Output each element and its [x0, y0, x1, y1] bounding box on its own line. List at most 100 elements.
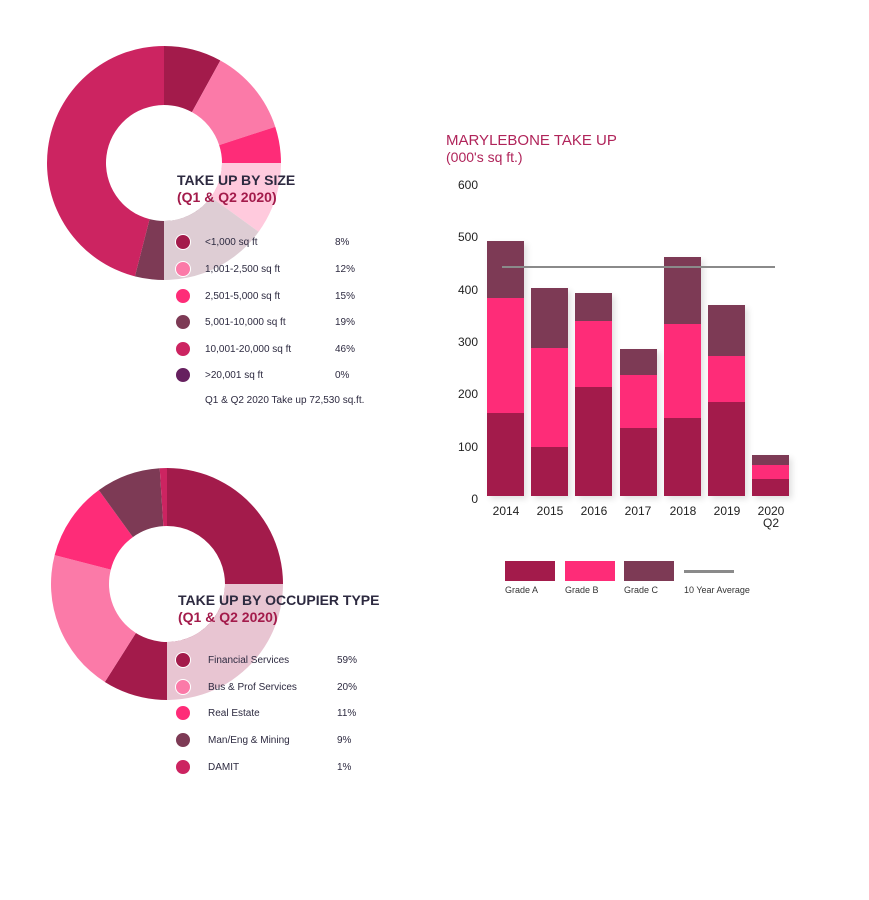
legend-label: Grade B — [565, 585, 599, 595]
legend-value: 9% — [337, 734, 352, 746]
legend-label: 5,001-10,000 sq ft — [205, 316, 286, 328]
legend-item: 2,501-5,000 sq ft 15% — [175, 287, 355, 305]
bar-segment-grade-a — [620, 428, 657, 496]
legend-label: 10 Year Average — [684, 585, 750, 595]
donut-slice — [164, 46, 221, 113]
size-donut-chart — [47, 46, 282, 281]
bar-segment-grade-c — [531, 288, 568, 348]
legend-label: <1,000 sq ft — [205, 236, 258, 248]
size-chart-subtitle: (Q1 & Q2 2020) — [177, 189, 277, 205]
legend-label: Financial Services — [208, 654, 290, 666]
legend-item: 5,001-10,000 sq ft 19% — [175, 313, 355, 331]
legend-label: Bus & Prof Services — [208, 681, 297, 693]
donut-slice — [54, 490, 133, 570]
donut-slice — [159, 468, 167, 527]
legend-value: 19% — [335, 316, 356, 328]
legend-value: 20% — [337, 681, 358, 693]
donut-slice — [191, 60, 276, 146]
legend-swatch — [175, 288, 191, 304]
bar-segment-grade-a — [752, 479, 789, 496]
legend-swatch-average-line — [684, 570, 734, 573]
donut-slice — [47, 46, 164, 277]
bar-segment-grade-b — [531, 347, 568, 447]
x-tick: 2016 — [580, 504, 608, 518]
bar-segment-grade-c — [487, 241, 524, 299]
legend-value: 15% — [335, 290, 356, 302]
bar-segment-grade-c — [664, 256, 701, 325]
bar-segment-grade-a — [708, 402, 745, 496]
bar-segment-grade-c — [575, 293, 612, 321]
x-tick: 2017 — [624, 504, 652, 518]
legend-item: <1,000 sq ft 8% — [175, 233, 349, 251]
legend-label: 2,501-5,000 sq ft — [205, 290, 281, 302]
stacked-bar — [620, 348, 657, 496]
legend-value: 59% — [337, 654, 358, 666]
x-tick: 2018 — [669, 504, 697, 518]
bar-segment-grade-a — [664, 417, 701, 496]
ten-year-average-line — [502, 266, 775, 268]
legend-label: Real Estate — [208, 707, 260, 719]
legend-item: Real Estate 11% — [175, 704, 356, 722]
x-tick: 2015 — [536, 504, 564, 518]
bar-segment-grade-b — [487, 298, 524, 413]
bar-segment-grade-c — [752, 455, 789, 465]
y-tick: 100 — [457, 440, 478, 454]
legend-value: 46% — [335, 343, 356, 355]
occupier-donut-chart — [51, 468, 284, 701]
legend-label: DAMIT — [208, 761, 240, 773]
legend-item: Man/Eng & Mining 9% — [175, 731, 351, 749]
bar-segment-grade-c — [620, 348, 657, 375]
y-tick: 0 — [471, 492, 478, 506]
occupier-chart-subtitle: (Q1 & Q2 2020) — [178, 609, 278, 625]
stacked-bar — [531, 288, 568, 496]
stacked-bar — [664, 256, 701, 496]
x-tick: 2020 — [757, 504, 785, 518]
legend-swatch — [175, 652, 191, 668]
legend-swatch — [175, 341, 191, 357]
y-tick: 300 — [457, 335, 478, 349]
donut-slice — [98, 468, 164, 538]
legend-label: >20,001 sq ft — [205, 369, 264, 381]
bar-segment-grade-b — [575, 320, 612, 387]
legend-swatch-grade-b — [565, 561, 615, 581]
bar-segment-grade-c — [708, 305, 745, 356]
stacked-bar — [575, 293, 612, 496]
legend-item: >20,001 sq ft 0% — [175, 366, 349, 384]
legend-swatch — [175, 314, 191, 330]
legend-swatch — [175, 759, 191, 775]
bar-segment-grade-b — [664, 324, 701, 418]
stacked-bar — [487, 241, 524, 496]
bar-segment-grade-a — [487, 412, 524, 496]
legend-swatch — [175, 261, 191, 277]
y-tick: 500 — [457, 230, 478, 244]
y-tick: 400 — [457, 283, 478, 297]
legend-item: 1,001-2,500 sq ft 12% — [175, 260, 355, 278]
donut-slice — [51, 555, 136, 682]
y-tick: 200 — [457, 387, 478, 401]
legend-label: Grade C — [624, 585, 659, 595]
legend-value: 11% — [337, 707, 357, 719]
legend-value: 12% — [335, 263, 356, 275]
bar-segment-grade-a — [575, 386, 612, 496]
bar-segment-grade-b — [708, 355, 745, 403]
x-tick: 2014 — [492, 504, 520, 518]
legend-swatch — [175, 732, 191, 748]
legend-item: 10,001-20,000 sq ft 46% — [175, 340, 355, 358]
legend-swatch — [175, 367, 191, 383]
donut-overlay — [164, 163, 282, 281]
donut-overlay — [167, 584, 284, 701]
bar-segment-grade-a — [531, 446, 568, 496]
x-tick: 2019 — [713, 504, 741, 518]
legend-label: Man/Eng & Mining — [208, 734, 290, 746]
legend-swatch — [175, 679, 191, 695]
size-chart-title: TAKE UP BY SIZE — [177, 172, 296, 188]
legend-item: DAMIT 1% — [175, 758, 351, 776]
legend-label: 1,001-2,500 sq ft — [205, 263, 281, 275]
bar-chart-title: MARYLEBONE TAKE UP — [446, 132, 617, 149]
legend-swatch-grade-c — [624, 561, 674, 581]
bar-chart-subtitle: (000's sq ft.) — [446, 149, 523, 165]
x-tick-sublabel: Q2 — [762, 516, 779, 530]
occupier-chart-title: TAKE UP BY OCCUPIER TYPE — [178, 592, 380, 608]
legend-item: Financial Services 59% — [175, 651, 357, 669]
legend-swatch — [175, 705, 191, 721]
